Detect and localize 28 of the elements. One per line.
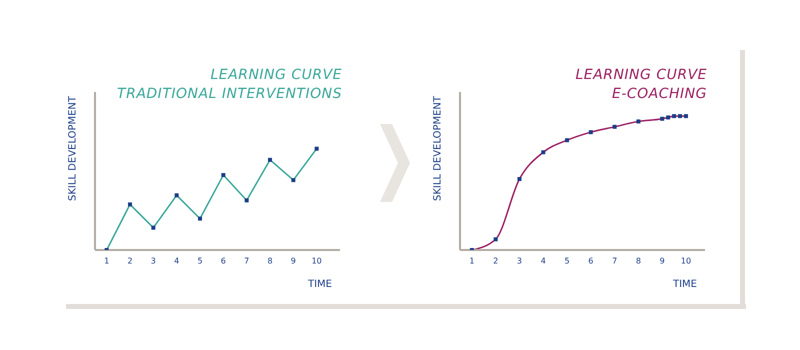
x-tick-label: 6 bbox=[588, 256, 594, 266]
x-axis-title: TIME bbox=[672, 279, 697, 290]
x-tick-label: 1 bbox=[469, 256, 474, 266]
x-tick-label: 6 bbox=[220, 256, 226, 266]
x-tick-label: 5 bbox=[197, 256, 203, 266]
chart-title: LEARNING CURVE bbox=[210, 66, 342, 85]
x-tick-label: 2 bbox=[127, 256, 133, 266]
x-axis-title: TIME bbox=[306, 279, 332, 290]
x-tick-label: 4 bbox=[174, 256, 180, 266]
x-tick-label: 2 bbox=[493, 256, 498, 266]
x-tick-label: 9 bbox=[660, 256, 665, 266]
chart-title: LEARNING CURVE bbox=[576, 66, 707, 85]
x-tick-label: 8 bbox=[636, 256, 641, 266]
chart-subtitle: E-COACHING bbox=[610, 85, 707, 104]
x-tick-label: 4 bbox=[540, 256, 546, 266]
chart-subtitle: TRADITIONAL INTERVENTIONS bbox=[117, 85, 342, 104]
x-tick-label: 10 bbox=[680, 256, 692, 266]
x-tick-label: 7 bbox=[612, 256, 618, 266]
y-axis-title: SKILL DEVELOPMENT bbox=[68, 95, 79, 201]
x-tick-label: 3 bbox=[150, 256, 156, 266]
x-tick-label: 7 bbox=[244, 256, 250, 266]
x-tick-label: 3 bbox=[516, 256, 522, 266]
x-tick-label: 5 bbox=[564, 256, 570, 266]
x-tick-label: 9 bbox=[290, 256, 296, 266]
x-tick-label: 10 bbox=[312, 256, 322, 266]
y-axis-title: SKILL DEVELOPMENT bbox=[432, 95, 444, 201]
x-tick-label: 8 bbox=[267, 256, 273, 266]
x-tick-label: 1 bbox=[104, 256, 110, 266]
